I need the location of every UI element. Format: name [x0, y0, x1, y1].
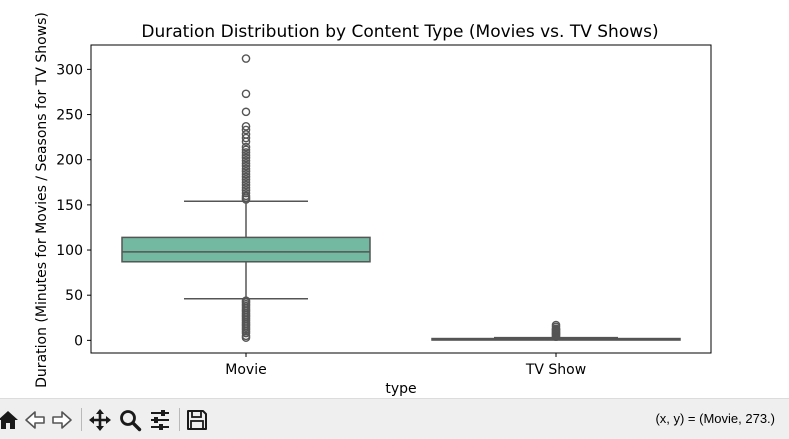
outlier-point: [241, 188, 251, 198]
configure-subplots-button[interactable]: [147, 407, 173, 433]
outlier-point: [241, 186, 251, 195]
y-tick-label: 300: [56, 62, 83, 78]
back-button[interactable]: [22, 407, 48, 433]
outlier-point: [551, 320, 561, 330]
pan-button[interactable]: [87, 407, 113, 433]
x-axis: Movie TV Show: [225, 353, 586, 378]
save-button[interactable]: [184, 407, 210, 433]
toolbar: (x, y) = (Movie, 273.): [0, 398, 789, 439]
x-tick-label: Movie: [225, 362, 266, 378]
outlier-point: [241, 148, 251, 157]
sliders-icon: [151, 410, 169, 430]
outlier-point: [241, 142, 251, 152]
magnifier-icon: [120, 410, 142, 432]
toolbar-separator: [81, 408, 82, 431]
zoom-button[interactable]: [117, 407, 143, 433]
outlier-point: [241, 161, 251, 171]
outlier-point: [241, 89, 251, 99]
home-icon: [0, 411, 18, 429]
outlier-point: [241, 175, 251, 184]
plot-area: [90, 44, 712, 354]
outlier-point: [241, 183, 251, 193]
y-tick-label: 0: [74, 333, 83, 349]
boxes: [121, 54, 681, 342]
home-button[interactable]: [0, 407, 21, 433]
outlier-point: [241, 145, 251, 155]
y-tick-label: 250: [56, 108, 83, 124]
outlier-point: [241, 153, 251, 163]
arrow-left-icon: [25, 411, 45, 429]
forward-button[interactable]: [49, 407, 75, 433]
floppy-disk-icon: [187, 410, 207, 430]
outlier-point: [241, 296, 251, 305]
y-tick-label: 150: [56, 198, 83, 214]
box-group: [431, 320, 681, 342]
outlier-point: [241, 169, 251, 179]
x-tick-label: TV Show: [525, 362, 586, 378]
box-plot: Duration Distribution by Content Type (M…: [34, 12, 712, 397]
arrow-right-icon: [52, 411, 72, 429]
outlier-point: [241, 191, 251, 201]
x-axis-label: type: [385, 381, 416, 397]
move-icon: [89, 409, 111, 431]
figure: Duration Distribution by Content Type (M…: [34, 12, 712, 397]
outlier-point: [241, 172, 251, 182]
outlier-point: [241, 164, 251, 174]
outlier-point: [241, 156, 251, 165]
outlier-point: [241, 167, 251, 176]
y-axis-label: Duration (Minutes for Movies / Seasons f…: [34, 12, 50, 388]
y-tick-label: 100: [56, 243, 83, 259]
coordinates-readout: (x, y) = (Movie, 273.): [655, 411, 775, 426]
outlier-point: [241, 133, 251, 143]
y-axis: 0 50 100 150 200 250 300: [56, 62, 91, 349]
outlier-point: [241, 331, 251, 341]
outlier-point: [241, 121, 251, 131]
chart-title: Duration Distribution by Content Type (M…: [141, 22, 658, 42]
outlier-point: [241, 180, 251, 190]
box-group: [121, 54, 371, 342]
box-iqr: [121, 236, 371, 263]
outlier-point: [241, 107, 251, 117]
outlier-point: [241, 177, 251, 187]
outlier-point: [241, 130, 251, 139]
y-tick-label: 50: [65, 288, 83, 304]
outlier-point: [241, 159, 251, 168]
y-tick-label: 200: [56, 153, 83, 169]
outlier-point: [241, 125, 251, 135]
toolbar-separator: [179, 408, 180, 431]
outlier-point: [241, 54, 251, 63]
outlier-point: [241, 150, 251, 160]
